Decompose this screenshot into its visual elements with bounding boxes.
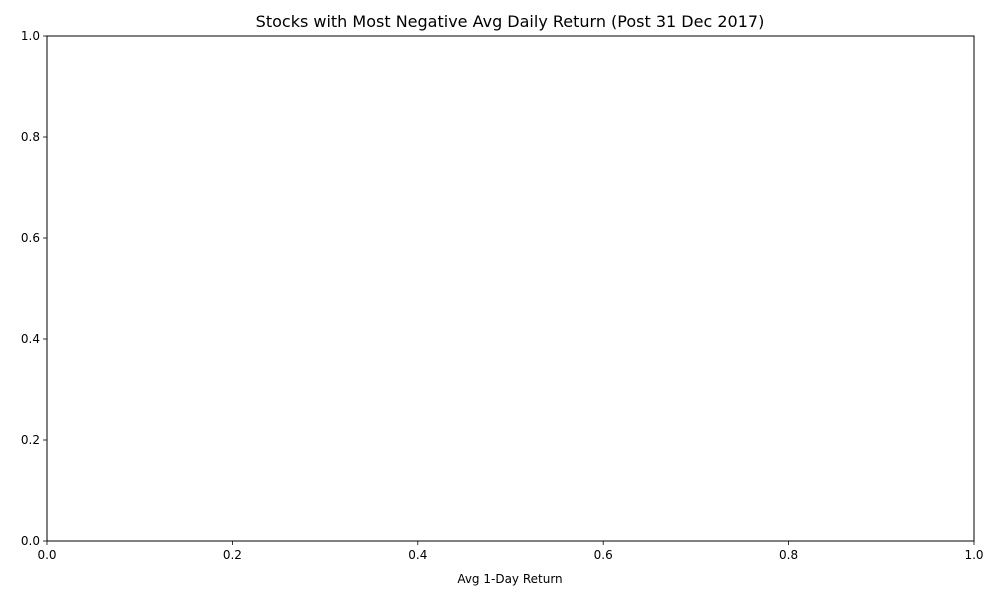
plot-area-frame xyxy=(46,35,975,542)
x-axis-ticks: 0.0 0.2 0.4 0.6 0.8 1.0 xyxy=(37,541,984,562)
y-tick-label: 1.0 xyxy=(21,29,40,43)
y-axis-ticks: 0.0 0.2 0.4 0.6 0.8 1.0 xyxy=(21,29,47,548)
x-tick-label: 0.4 xyxy=(408,548,427,562)
chart-title: Stocks with Most Negative Avg Daily Retu… xyxy=(256,12,765,31)
x-axis-label: Avg 1-Day Return xyxy=(457,572,562,586)
x-tick-label: 0.0 xyxy=(37,548,56,562)
x-tick-label: 0.6 xyxy=(594,548,613,562)
x-tick-label: 0.8 xyxy=(779,548,798,562)
y-tick-label: 0.2 xyxy=(21,433,40,447)
x-tick-label: 0.2 xyxy=(223,548,242,562)
y-tick-label: 0.8 xyxy=(21,130,40,144)
x-tick-label: 1.0 xyxy=(964,548,983,562)
y-tick-label: 0.4 xyxy=(21,332,40,346)
y-tick-label: 0.6 xyxy=(21,231,40,245)
y-tick-label: 0.0 xyxy=(21,534,40,548)
